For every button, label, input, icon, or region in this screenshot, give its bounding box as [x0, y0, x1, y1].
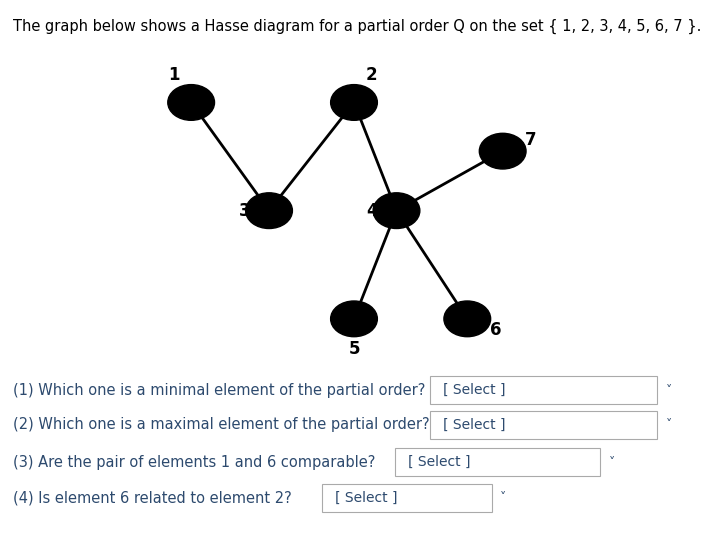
- Text: The graph below shows a Hasse diagram for a partial order Q on the set { 1, 2, 3: The graph below shows a Hasse diagram fo…: [13, 19, 701, 34]
- Text: 1: 1: [168, 67, 179, 84]
- Text: [ Select ]: [ Select ]: [443, 383, 506, 397]
- Text: 2: 2: [366, 67, 377, 84]
- Text: (2) Which one is a maximal element of the partial order?: (2) Which one is a maximal element of th…: [13, 417, 429, 432]
- Circle shape: [331, 85, 377, 120]
- Text: [ Select ]: [ Select ]: [443, 418, 506, 432]
- Circle shape: [331, 301, 377, 337]
- Circle shape: [444, 301, 491, 337]
- Text: 5: 5: [348, 340, 360, 358]
- Text: ˅: ˅: [610, 456, 615, 469]
- Text: (3) Are the pair of elements 1 and 6 comparable?: (3) Are the pair of elements 1 and 6 com…: [13, 455, 375, 470]
- Text: ˅: ˅: [666, 418, 672, 431]
- Text: [ Select ]: [ Select ]: [335, 491, 397, 505]
- Circle shape: [246, 193, 292, 229]
- Circle shape: [168, 85, 215, 120]
- Text: ˅: ˅: [666, 384, 672, 397]
- Text: (4) Is element 6 related to element 2?: (4) Is element 6 related to element 2?: [13, 490, 292, 505]
- Text: 3: 3: [239, 201, 250, 220]
- Text: (1) Which one is a minimal element of the partial order?: (1) Which one is a minimal element of th…: [13, 383, 425, 398]
- Text: 4: 4: [366, 201, 377, 220]
- Text: 6: 6: [490, 321, 501, 338]
- Text: [ Select ]: [ Select ]: [408, 455, 470, 469]
- Text: 7: 7: [525, 131, 537, 149]
- Text: ˅: ˅: [500, 491, 506, 504]
- Circle shape: [479, 133, 526, 169]
- Circle shape: [373, 193, 420, 229]
